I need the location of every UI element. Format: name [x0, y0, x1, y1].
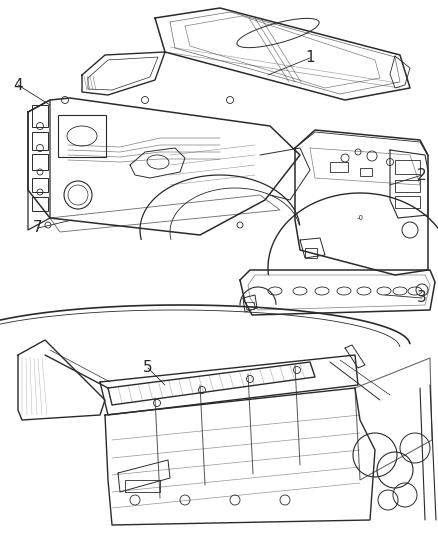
Bar	[58, 115, 106, 157]
Text: -0: -0	[357, 215, 364, 221]
Bar	[395, 180, 420, 192]
Text: 7: 7	[33, 221, 43, 236]
Bar	[32, 105, 48, 127]
Bar	[330, 162, 348, 172]
Text: 4: 4	[13, 77, 23, 93]
Bar	[32, 178, 48, 192]
Text: 3: 3	[417, 290, 427, 305]
Bar	[125, 480, 160, 492]
Bar	[32, 132, 48, 150]
Text: 2: 2	[417, 167, 427, 182]
Bar	[32, 197, 48, 211]
Bar	[395, 196, 420, 208]
Bar	[305, 248, 317, 258]
Text: 1: 1	[305, 51, 315, 66]
Bar	[360, 168, 372, 176]
Bar	[395, 160, 420, 174]
Bar	[246, 302, 254, 309]
Bar	[32, 154, 48, 170]
Text: 5: 5	[143, 360, 153, 376]
